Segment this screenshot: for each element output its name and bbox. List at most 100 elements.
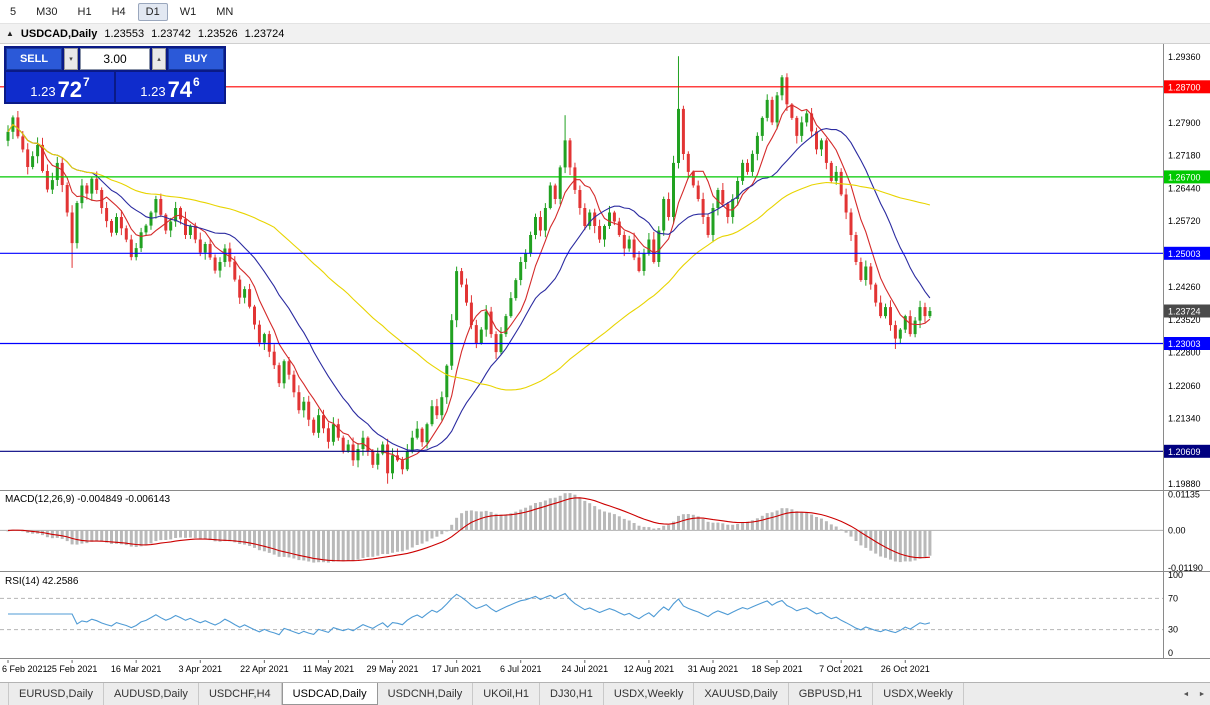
- buy-price-pips: 74: [167, 77, 193, 102]
- rsi-axis-tick: 70: [1168, 593, 1178, 603]
- price-badge-1.23003: [1164, 337, 1210, 350]
- timeframe-button-h4[interactable]: H4: [111, 5, 126, 18]
- date-axis-label: 25 Feb 2021: [47, 664, 98, 674]
- price-badge-1.20609-label: 1.20609: [1168, 447, 1201, 457]
- ma-line-55: [7, 123, 931, 391]
- candlestick-chart[interactable]: 1.293601.286401.279001.271801.264401.257…: [0, 44, 1210, 682]
- tab-usdx-weekly[interactable]: USDX,Weekly: [604, 683, 695, 705]
- macd-axis-tick: -0.01190: [1168, 563, 1203, 573]
- date-axis-label: 24 Jul 2021: [562, 664, 609, 674]
- rsi-line: [8, 592, 931, 636]
- ma-line-7: [7, 104, 931, 461]
- price-axis-tick: 1.24260: [1168, 282, 1201, 292]
- timeframe-button-w1[interactable]: W1: [179, 5, 197, 18]
- macd-values: -0.004849 -0.006143: [77, 494, 171, 505]
- candles: [6, 56, 932, 484]
- current-price-badge-label: 1.23724: [1168, 307, 1201, 317]
- price-axis-tick: 1.22060: [1168, 381, 1201, 391]
- volume-input[interactable]: [80, 48, 150, 70]
- price-badge-1.20609: [1164, 444, 1210, 458]
- tab-usdchf-h4[interactable]: USDCHF,H4: [199, 683, 282, 705]
- date-axis-label: 17 Jun 2021: [432, 664, 482, 674]
- price-axis-tick: 1.27900: [1168, 118, 1201, 128]
- date-axis-label: 16 Mar 2021: [111, 664, 162, 674]
- price-axis-tick: 1.27180: [1168, 150, 1201, 160]
- ohlc-close-value: 1.23724: [244, 27, 285, 40]
- macd-axis-tick: 0.00: [1168, 525, 1186, 535]
- price-badge-1.26700-label: 1.26700: [1168, 172, 1201, 182]
- rsi-name: RSI(14): [5, 576, 40, 587]
- sell-price-display[interactable]: 1.23 72 7: [6, 72, 114, 102]
- sell-price-base: 1.23: [30, 84, 56, 99]
- sell-button[interactable]: SELL: [6, 48, 62, 70]
- rsi-indicator-label: RSI(14) 42.2586: [5, 576, 78, 587]
- sell-price-pips: 72: [57, 77, 83, 102]
- volume-dropdown-button[interactable]: ▾: [64, 48, 78, 70]
- date-axis-label: 18 Sep 2021: [752, 664, 803, 674]
- tab-eurusd-daily[interactable]: EURUSD,Daily: [8, 683, 104, 705]
- chart-titlebar: ▲ USDCAD,Daily 1.23553 1.23742 1.23526 1…: [0, 24, 1210, 44]
- date-axis-label: 26 Oct 2021: [881, 664, 930, 674]
- tabbar-spacer: [964, 683, 1178, 705]
- price-axis-tick: 1.25720: [1168, 216, 1201, 226]
- timeframe-button-d1[interactable]: D1: [137, 2, 168, 21]
- price-axis-tick: 1.19880: [1168, 479, 1201, 489]
- date-axis-label: 6 Jul 2021: [500, 664, 542, 674]
- date-axis-label: 6 Feb 2021: [2, 664, 48, 674]
- tab-usdcnh-daily[interactable]: USDCNH,Daily: [378, 683, 474, 705]
- date-axis-label: 31 Aug 2021: [688, 664, 739, 674]
- buy-button[interactable]: BUY: [168, 48, 224, 70]
- timeframe-button-m30[interactable]: M30: [36, 5, 58, 18]
- buy-price-display[interactable]: 1.23 74 6: [116, 72, 224, 102]
- date-axis-label: 29 May 2021: [367, 664, 419, 674]
- tab-xauusd-daily[interactable]: XAUUSD,Daily: [694, 683, 789, 705]
- chart-symbol-label: USDCAD,Daily: [20, 27, 98, 40]
- price-badge-1.28700-label: 1.28700: [1168, 82, 1201, 92]
- ohlc-high-value: 1.23742: [151, 27, 191, 40]
- rsi-axis-tick: 100: [1168, 570, 1183, 580]
- tab-dj30-h1[interactable]: DJ30,H1: [540, 683, 604, 705]
- date-axis-label: 7 Oct 2021: [819, 664, 863, 674]
- tab-ukoil-h1[interactable]: UKOil,H1: [473, 683, 541, 705]
- macd-signal-line: [7, 497, 930, 562]
- macd-axis-tick: 0.01135: [1168, 489, 1200, 499]
- tab-gbpusd-h1[interactable]: GBPUSD,H1: [789, 683, 874, 705]
- sell-price-pipette: 7: [83, 75, 90, 89]
- timeframe-button-m5[interactable]: 5: [10, 5, 17, 18]
- current-price-badge: [1164, 304, 1210, 318]
- price-badge-1.25003-label: 1.25003: [1168, 249, 1201, 259]
- price-axis-tick: 1.23520: [1168, 315, 1201, 325]
- price-badge-1.26700: [1164, 170, 1210, 184]
- chart-tab-bar: EURUSD,Daily AUDUSD,Daily USDCHF,H4 USDC…: [0, 682, 1210, 705]
- price-badge-1.25003: [1164, 246, 1210, 260]
- chart-area: 1.293601.286401.279001.271801.264401.257…: [0, 44, 1210, 682]
- tab-audusd-daily[interactable]: AUDUSD,Daily: [104, 683, 199, 705]
- price-axis-tick: 1.22800: [1168, 348, 1201, 358]
- buy-price-pipette: 6: [193, 75, 200, 89]
- timeframe-button-h1[interactable]: H1: [77, 5, 92, 18]
- volume-increase-button[interactable]: ▴: [152, 48, 166, 70]
- macd-name: MACD(12,26,9): [5, 494, 75, 505]
- tab-usdx-weekly-2[interactable]: USDX,Weekly: [873, 683, 964, 705]
- date-axis-label: 11 May 2021: [303, 664, 354, 674]
- date-axis-label: 12 Aug 2021: [624, 664, 675, 674]
- timeframe-toolbar: 5 M30 H1 H4 D1 W1 MN: [0, 0, 1210, 24]
- ohlc-low-value: 1.23526: [197, 27, 238, 40]
- price-badge-1.28700: [1164, 80, 1210, 94]
- macd-indicator-label: MACD(12,26,9) -0.004849 -0.006143: [5, 494, 170, 505]
- date-axis-label: 22 Apr 2021: [240, 664, 289, 674]
- tab-usdcad-daily[interactable]: USDCAD,Daily: [281, 683, 378, 705]
- tab-scroll-right-button[interactable]: ►: [1198, 690, 1206, 698]
- chart-background: [0, 44, 1210, 682]
- price-badge-1.23003-label: 1.23003: [1168, 339, 1201, 349]
- date-axis-label: 3 Apr 2021: [178, 664, 222, 674]
- price-axis-tick: 1.26440: [1168, 184, 1201, 194]
- ohlc-open-value: 1.23553: [104, 27, 145, 40]
- macd-histogram: [6, 493, 932, 563]
- price-axis-tick: 1.29360: [1168, 52, 1201, 62]
- chart-icon: ▲: [6, 29, 14, 38]
- rsi-axis-tick: 0: [1168, 648, 1173, 658]
- tab-scroll-left-button[interactable]: ◄: [1182, 690, 1190, 698]
- timeframe-button-mn[interactable]: MN: [216, 5, 234, 18]
